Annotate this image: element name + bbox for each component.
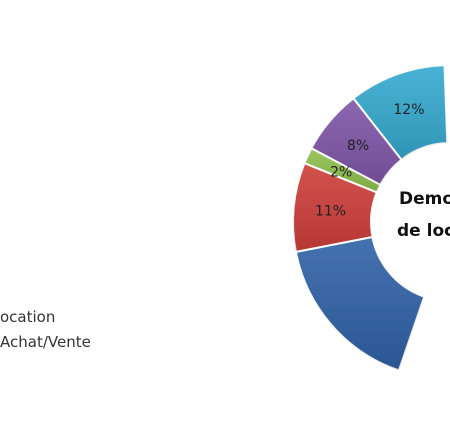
- center-title-line-1: Demo: [399, 189, 450, 209]
- labels-group: 12% 8% 2% 11%: [315, 102, 425, 219]
- slice-2-shade: [311, 98, 402, 185]
- slice-1-label: 12%: [393, 102, 424, 118]
- slice-1-shade: [353, 65, 448, 160]
- slice-4-shade: [292, 163, 377, 252]
- slice-3-shade: [304, 148, 381, 193]
- slice-4-label: 11%: [315, 203, 346, 219]
- legend-item-location: ocation: [0, 308, 55, 326]
- slice-2-label: 8%: [347, 138, 369, 154]
- legend-item-achat-vente: Achat/Vente: [0, 333, 91, 351]
- slices-group: [292, 64, 449, 372]
- center-title-line-2: de loc: [397, 221, 450, 241]
- slice-5-shade: [295, 237, 425, 371]
- slice-3-label: 2%: [330, 164, 352, 180]
